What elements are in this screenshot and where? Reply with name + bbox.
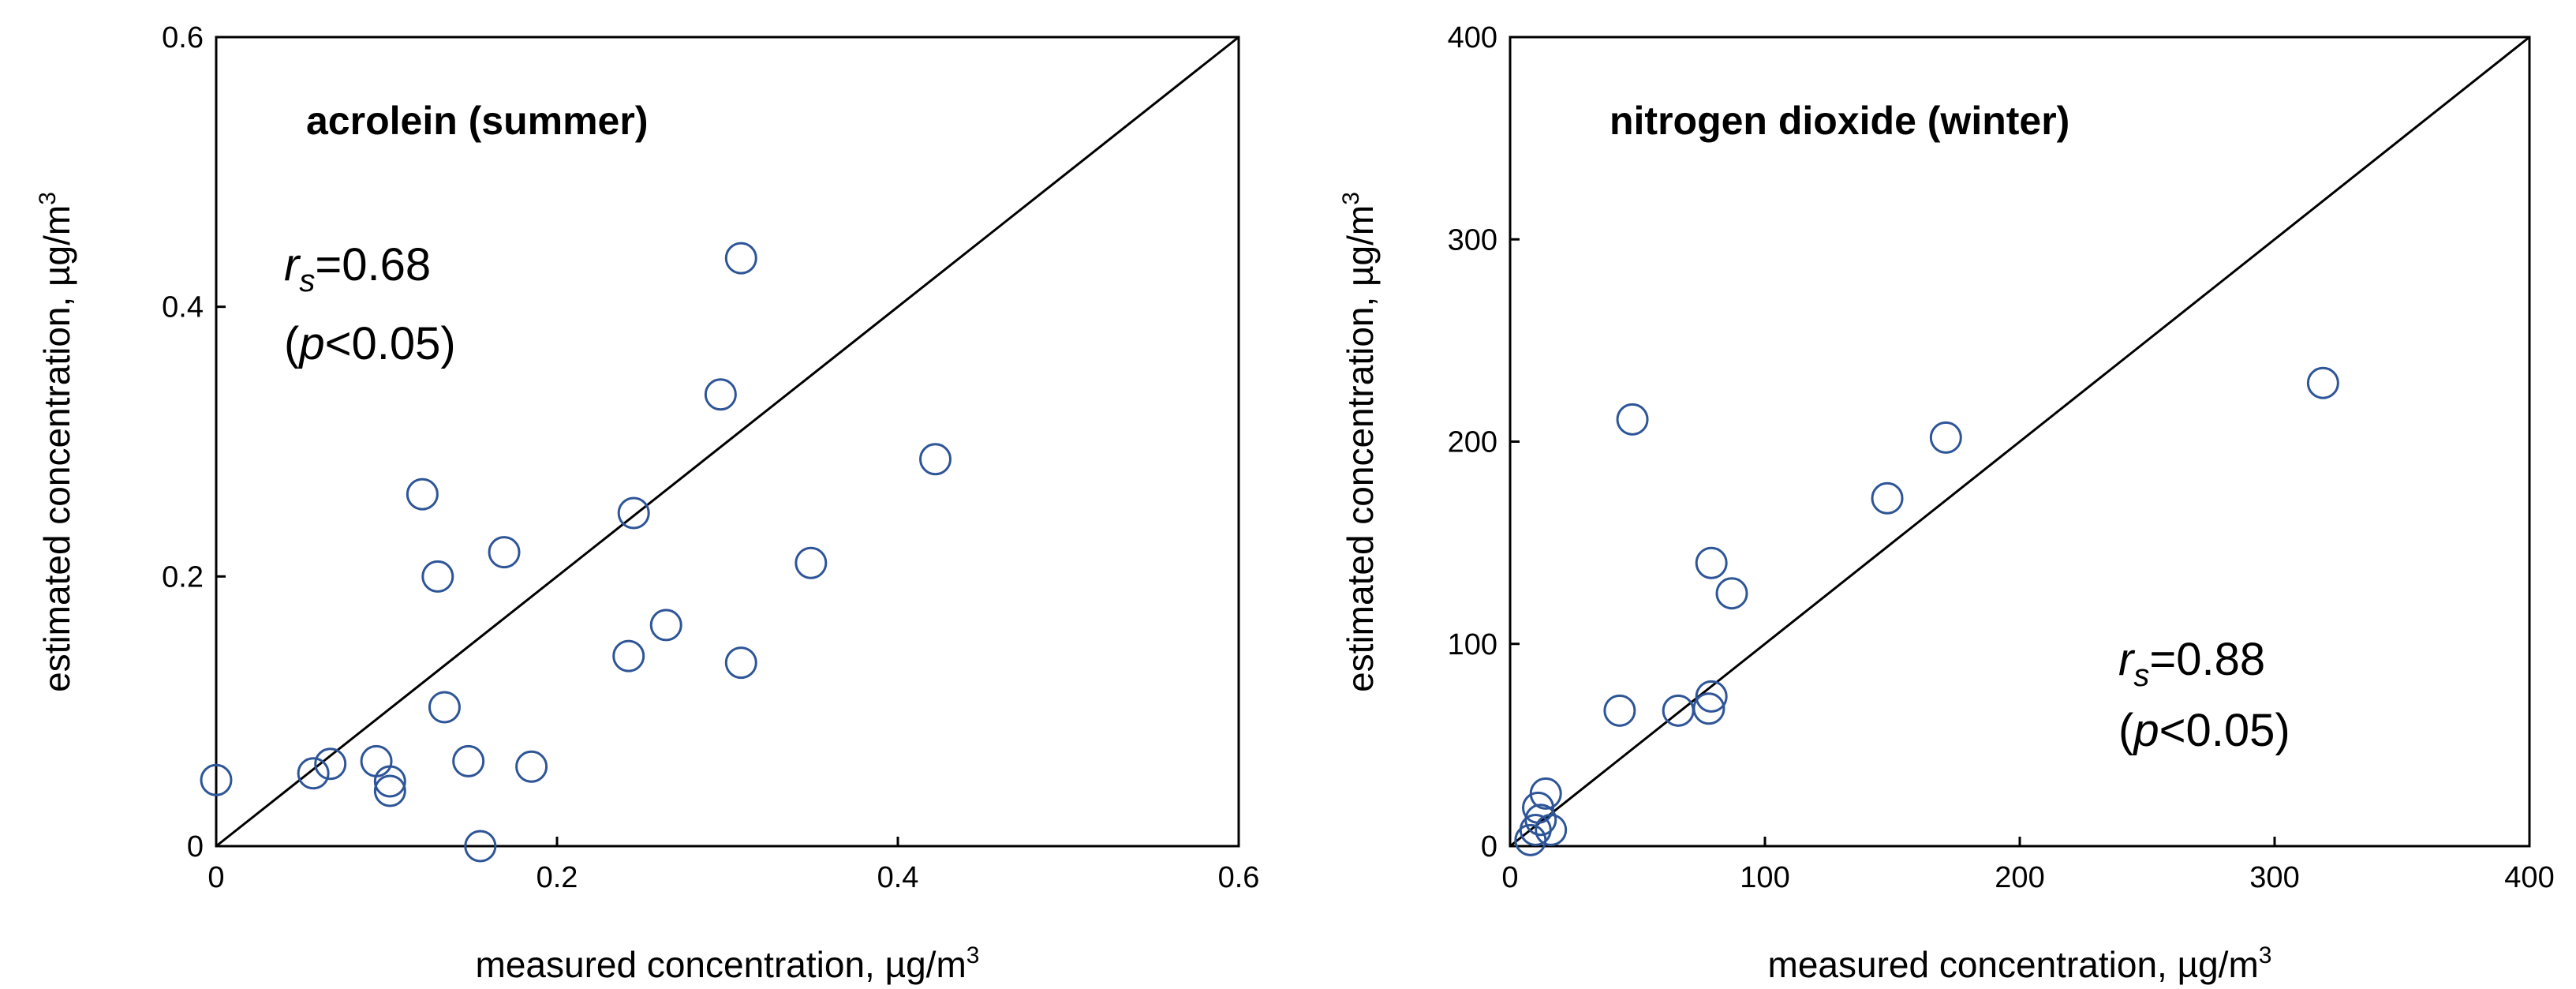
acrolein-data-point [297,757,330,790]
acrolein-data-point [373,774,406,807]
no2-correlation-stat: rs=0.88 [2118,634,2265,693]
acrolein-y-axis-label: estimated concentration, µg/m3 [35,192,77,692]
acrolein-y-tick-label: 0.2 [162,560,204,594]
acrolein-data-point [452,744,485,777]
acrolein-chart-title: acrolein (summer) [306,99,648,143]
acrolein-plot-frame [215,36,1240,848]
acrolein-data-point [464,830,497,863]
acrolein-data-point [704,378,737,411]
no2-x-tick-label: 300 [2249,861,2299,894]
no2-data-point [1662,694,1695,727]
acrolein-data-point [488,536,521,569]
acrolein-panel: 0 0.2 0.4 0.6 0 0.2 0.4 0.6 acrolein (summer) r… [35,21,1259,985]
no2-data-point [2306,366,2339,399]
no2-p-value: (p<0.05) [2118,705,2290,756]
no2-x-tick-label: 100 [1740,861,1789,894]
no2-data-point [1929,421,1962,454]
acrolein-y-tick-label: 0 [187,830,204,864]
acrolein-data-point [515,750,548,783]
acrolein-data-point [406,478,439,511]
acrolein-data-point [373,765,406,798]
no2-x-axis-label: measured concentration, µg/m3 [1768,942,2272,985]
no2-y-tick-label: 400 [1448,21,1497,54]
acrolein-x-tick-label: 0.4 [877,861,919,894]
no2-data-point [1529,777,1562,810]
no2-data-point [1715,577,1748,610]
acrolein-correlation-stat: rs=0.68 [284,239,431,298]
no2-data-point [1692,692,1725,725]
acrolein-data-point [612,639,645,672]
acrolein-x-tick-label: 0.2 [537,861,578,894]
acrolein-data-point [314,747,347,781]
acrolein-x-tick-label: 0 [208,861,224,894]
acrolein-data-point [200,763,233,796]
no2-x-tick-label: 200 [1995,861,2044,894]
acrolein-p-value: (p<0.05) [284,318,456,369]
acrolein-data-point [421,560,454,593]
acrolein-x-tick-label: 0.6 [1218,861,1260,894]
acrolein-y-tick-label: 0.4 [162,291,204,324]
nitrogen-dioxide-panel: 0 100 200 300 400 0 100 200 300 400 nitrogen diox… [1338,21,2555,985]
no2-x-tick-label: 0 [1501,861,1518,894]
no2-y-tick-label: 200 [1448,426,1497,459]
no2-y-tick-label: 100 [1448,628,1497,661]
no2-y-axis-label: estimated concentration, µg/m3 [1338,192,1381,692]
acrolein-x-axis-label: measured concentration, µg/m3 [476,942,980,985]
acrolein-data-point [724,242,757,275]
acrolein-one-to-one-line [215,36,1239,848]
no2-data-point [1603,694,1636,727]
acrolein-data-point [617,496,650,530]
acrolein-data-point [794,546,828,579]
no2-data-point [1871,481,1904,515]
acrolein-data-point [724,646,757,680]
no2-y-tick-label: 0 [1481,830,1497,864]
acrolein-data-point [649,609,682,642]
no2-one-to-one-line [1509,36,2530,848]
no2-y-tick-label: 300 [1448,223,1497,257]
acrolein-data-point [428,691,461,724]
no2-data-point [1695,680,1728,713]
no2-x-tick-label: 400 [2504,861,2554,894]
acrolein-data-point [360,744,393,777]
no2-data-point [1535,814,1568,846]
no2-data-point [1695,546,1728,579]
acrolein-data-point [919,443,952,476]
no2-data-point [1524,804,1557,837]
acrolein-y-tick-label: 0.6 [162,21,204,54]
no2-data-point [1616,403,1649,436]
no2-chart-title: nitrogen dioxide (winter) [1610,99,2069,143]
